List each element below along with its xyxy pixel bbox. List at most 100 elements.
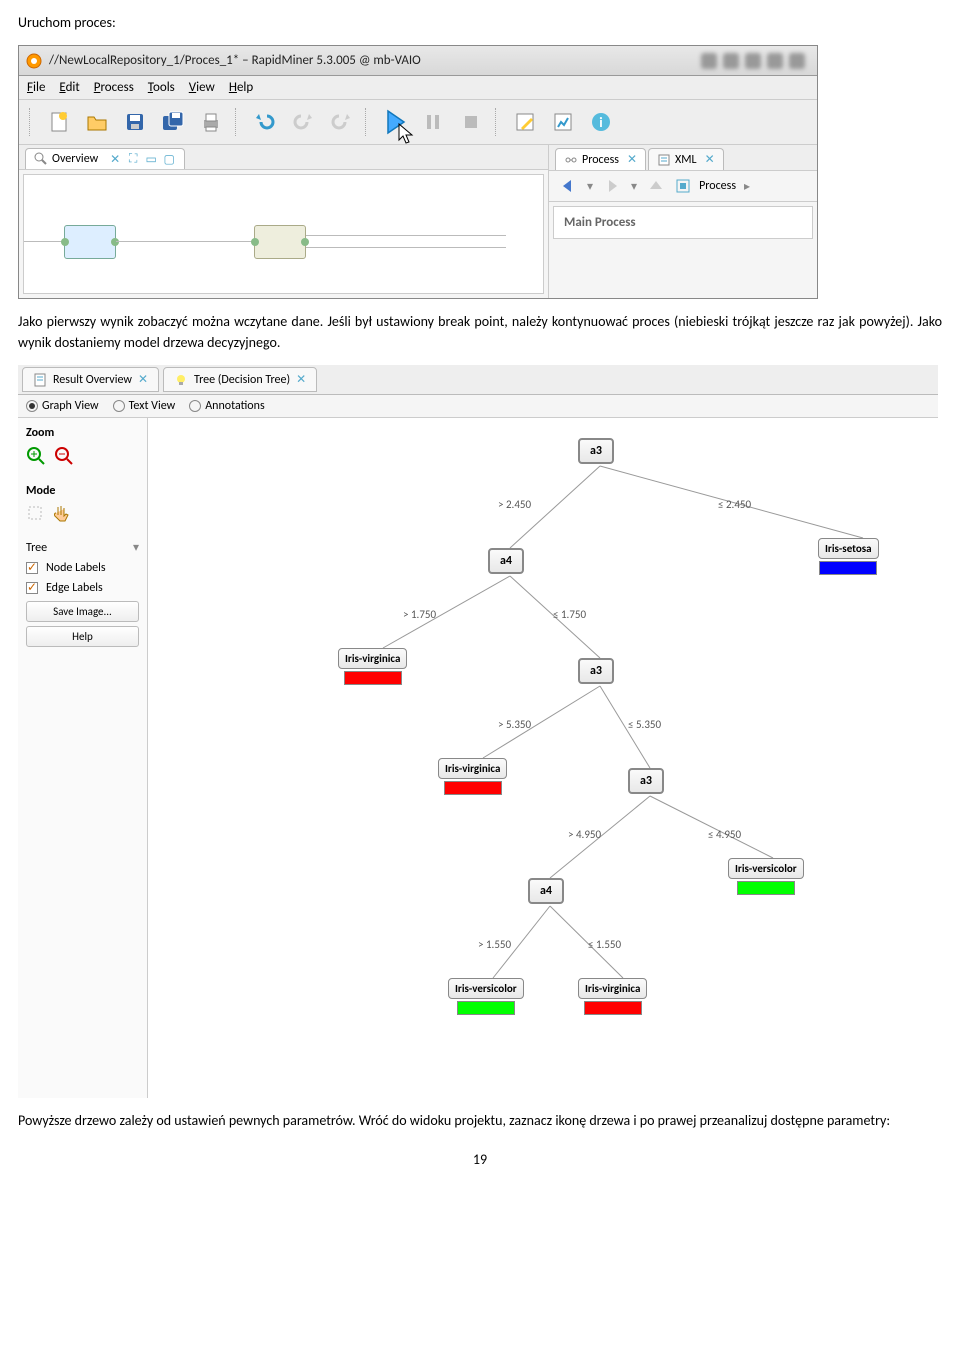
process-panel: Process ✕ XML ✕ ▾ ▾ Process ▸ Main Pr xyxy=(549,145,817,298)
menu-tools[interactable]: Tools xyxy=(148,80,175,95)
zoom-heading: Zoom xyxy=(26,426,139,440)
print-button[interactable] xyxy=(193,104,229,140)
doc-icon xyxy=(33,373,47,387)
max-icon[interactable]: ▢ xyxy=(162,152,176,166)
redo2-button[interactable] xyxy=(323,104,359,140)
tree-leaf[interactable]: Iris-virginica xyxy=(578,978,647,1015)
close-tab-icon[interactable]: ✕ xyxy=(296,372,306,387)
tree-leaf[interactable]: Iris-virginica xyxy=(438,758,507,795)
pause-button[interactable] xyxy=(415,104,451,140)
edge-label: > 1.750 xyxy=(403,608,436,621)
edit-view-button[interactable] xyxy=(507,104,543,140)
bulb-icon xyxy=(174,373,188,387)
new-button[interactable] xyxy=(41,104,77,140)
close-tab-icon[interactable]: ✕ xyxy=(138,372,148,387)
rapidminer-window: //NewLocalRepository_1/Proces_1* – Rapid… xyxy=(18,45,818,299)
info-button[interactable]: i xyxy=(583,104,619,140)
window-title: //NewLocalRepository_1/Proces_1* – Rapid… xyxy=(49,53,421,68)
tree-label: Tree xyxy=(26,541,47,555)
edge-labels-checkbox[interactable] xyxy=(26,582,38,594)
up-button[interactable] xyxy=(645,175,667,197)
min-icon[interactable]: ▭ xyxy=(144,152,158,166)
undo-button[interactable] xyxy=(247,104,283,140)
help-button[interactable]: Help xyxy=(26,626,139,647)
save-image-button[interactable]: Save Image... xyxy=(26,601,139,622)
decision-tree-canvas[interactable]: a3 a4 a3 a3 a4 Iris-setosa Iris-virginica Iris-… xyxy=(148,418,938,1098)
process-breadcrumb[interactable]: Process xyxy=(699,179,736,193)
tree-node[interactable]: a3 xyxy=(578,658,614,684)
tree-leaf[interactable]: Iris-versicolor xyxy=(728,858,804,895)
edge-label: > 4.950 xyxy=(568,828,601,841)
tree-node[interactable]: a4 xyxy=(528,878,564,904)
close-tab-icon[interactable]: ✕ xyxy=(108,152,122,166)
titlebar: //NewLocalRepository_1/Proces_1* – Rapid… xyxy=(19,46,817,76)
tree-tab[interactable]: Tree (Decision Tree) ✕ xyxy=(163,367,317,392)
tree-node[interactable]: a3 xyxy=(578,438,614,464)
open-button[interactable] xyxy=(79,104,115,140)
magnifier-icon xyxy=(34,152,48,166)
view-modes: Graph View Text View Annotations xyxy=(18,395,938,418)
run-button[interactable] xyxy=(377,104,413,140)
back-button[interactable] xyxy=(557,175,579,197)
tree-node[interactable]: a3 xyxy=(628,768,664,794)
page-number: 19 xyxy=(0,1151,960,1168)
edge-label: > 5.350 xyxy=(498,718,531,731)
close-tab-icon[interactable]: ✕ xyxy=(627,152,637,167)
redo-button[interactable] xyxy=(285,104,321,140)
xml-icon xyxy=(657,153,671,167)
paragraph-1: Jako pierwszy wynik zobaczyć można wczyt… xyxy=(18,311,942,353)
text-view-radio[interactable]: Text View xyxy=(113,399,176,413)
process-nav: ▾ ▾ Process ▸ xyxy=(549,171,817,202)
tree-node[interactable]: a4 xyxy=(488,548,524,574)
edge-label: ≤ 1.550 xyxy=(588,938,621,951)
menu-view[interactable]: View xyxy=(189,80,215,95)
operator-2[interactable] xyxy=(254,225,306,259)
fwd-button[interactable] xyxy=(601,175,623,197)
app-icon xyxy=(25,52,43,70)
edge-label: > 1.550 xyxy=(478,938,511,951)
operator-1[interactable] xyxy=(64,225,116,259)
cursor-icon xyxy=(397,122,417,146)
toolbar: i xyxy=(19,100,817,145)
overview-canvas[interactable] xyxy=(23,174,544,294)
mode-heading: Mode xyxy=(26,484,139,498)
tree-dropdown[interactable]: ▾ xyxy=(133,540,139,555)
graph-view-radio[interactable]: Graph View xyxy=(26,399,99,413)
close-tab-icon[interactable]: ✕ xyxy=(705,152,715,167)
stop-button[interactable] xyxy=(453,104,489,140)
edge-label: > 2.450 xyxy=(498,498,531,511)
zoom-in-button[interactable] xyxy=(26,446,46,470)
tree-leaf[interactable]: Iris-virginica xyxy=(338,648,407,685)
edge-label: ≤ 5.350 xyxy=(628,718,661,731)
menu-file[interactable]: File xyxy=(27,80,45,95)
overview-tab[interactable]: Overview ✕ ⛶ ▭ ▢ xyxy=(25,148,185,169)
results-view-button[interactable] xyxy=(545,104,581,140)
process-tab[interactable]: Process ✕ xyxy=(555,148,646,170)
zoom-out-button[interactable] xyxy=(54,446,74,470)
svg-text:i: i xyxy=(599,114,602,131)
process-nav-icon xyxy=(675,178,691,194)
overview-panel: Overview ✕ ⛶ ▭ ▢ xyxy=(19,145,549,298)
menu-help[interactable]: Help xyxy=(229,80,253,95)
expand-icon[interactable]: ⛶ xyxy=(126,152,140,166)
results-window: Result Overview ✕ Tree (Decision Tree) ✕… xyxy=(18,365,938,1098)
xml-tab[interactable]: XML ✕ xyxy=(648,148,724,170)
save-button[interactable] xyxy=(117,104,153,140)
paragraph-2: Powyższe drzewo zależy od ustawień pewny… xyxy=(18,1110,942,1131)
result-overview-tab[interactable]: Result Overview ✕ xyxy=(22,367,159,392)
menu-process[interactable]: Process xyxy=(94,80,134,95)
menu-edit[interactable]: Edit xyxy=(59,80,79,95)
edge-label: ≤ 1.750 xyxy=(553,608,586,621)
saveas-button[interactable] xyxy=(155,104,191,140)
node-labels-checkbox[interactable] xyxy=(26,562,38,574)
tree-leaf[interactable]: Iris-setosa xyxy=(818,538,879,575)
tree-leaf[interactable]: Iris-versicolor xyxy=(448,978,524,1015)
annotations-radio[interactable]: Annotations xyxy=(189,399,264,413)
main-process-label: Main Process xyxy=(553,206,813,239)
edge-label: ≤ 2.450 xyxy=(718,498,751,511)
mode-select-button[interactable] xyxy=(26,504,44,526)
mode-hand-button[interactable] xyxy=(52,504,70,526)
intro-text: Uruchom proces: xyxy=(18,12,942,33)
tree-sidebar: Zoom Mode Tree▾ Node Labels Edge Labels … xyxy=(18,418,148,1098)
edge-label: ≤ 4.950 xyxy=(708,828,741,841)
